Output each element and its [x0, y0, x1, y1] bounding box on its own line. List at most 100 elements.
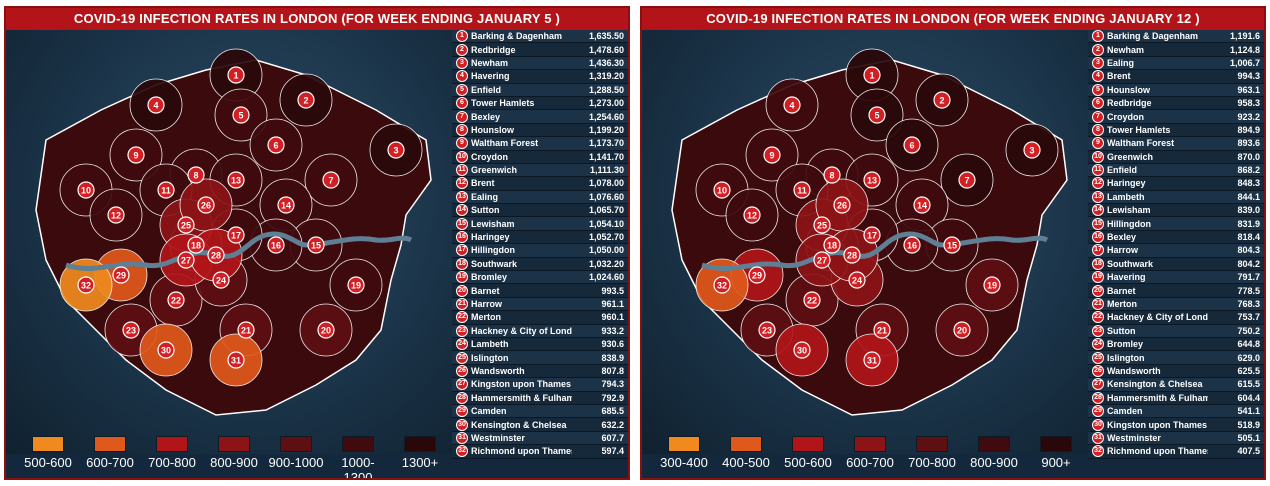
rank-number-badge: 23 [1092, 324, 1104, 337]
borough-marker-number: 25 [817, 221, 827, 231]
borough-marker-circle [903, 136, 921, 154]
legend-label: 600-700 [846, 455, 894, 470]
borough-marker-number: 13 [231, 176, 241, 186]
ranking-row: 17 Harrow 804.3 [1088, 244, 1264, 258]
borough-marker: 22 [167, 291, 185, 309]
infection-rate: 870.0 [1237, 151, 1260, 162]
ranking-row: 4 Brent 994.3 [1088, 70, 1264, 84]
borough-marker-number: 14 [917, 201, 927, 211]
ranking-row: 31 Westminster 505.1 [1088, 431, 1264, 446]
borough-marker-circle [933, 91, 951, 109]
rank-number-badge: 2 [456, 43, 468, 56]
ranking-row: 13 Lambeth 844.1 [1088, 190, 1264, 205]
infection-rate: 930.6 [601, 339, 624, 350]
infection-rate: 839.0 [1237, 205, 1260, 216]
borough-name: Camden [471, 406, 507, 417]
rank-number-badge: 29 [456, 405, 468, 418]
borough-marker: 13 [863, 171, 881, 189]
borough-name: Camden [1107, 406, 1143, 417]
infection-rate: 1,635.50 [588, 31, 624, 42]
infection-rate: 923.2 [1237, 111, 1260, 122]
rank-number-badge: 15 [1092, 217, 1104, 230]
borough-marker-number: 17 [867, 231, 877, 241]
ranking-row: 5 Enfield 1,288.50 [452, 83, 628, 97]
rank-number-badge: 24 [456, 338, 468, 351]
infection-rate: 541.1 [1237, 406, 1260, 417]
borough-marker-circle [823, 236, 841, 254]
borough-marker: 3 [387, 141, 405, 159]
borough-marker-number: 24 [852, 276, 862, 286]
borough-name: Harrow [1107, 245, 1139, 256]
borough-marker: 26 [833, 196, 851, 214]
borough-marker-circle [868, 106, 886, 124]
borough-marker-circle [913, 196, 931, 214]
borough-marker: 7 [322, 171, 340, 189]
legend-item: 800-900 [204, 436, 264, 470]
borough-marker-circle [713, 181, 731, 199]
borough-marker-number: 16 [271, 241, 281, 251]
borough-marker-number: 26 [201, 201, 211, 211]
borough-marker-circle [232, 106, 250, 124]
ranking-row: 14 Lewisham 839.0 [1088, 204, 1264, 218]
borough-name: Lewisham [1107, 205, 1151, 216]
infection-rate: 893.6 [1237, 138, 1260, 149]
legend-item: 300-400 [654, 436, 714, 470]
borough-name: Barking & Dagenham [1107, 31, 1199, 42]
borough-marker-number: 21 [877, 326, 887, 336]
rank-number-badge: 2 [1092, 43, 1104, 56]
borough-marker: 16 [267, 236, 285, 254]
ranking-row: 19 Havering 791.7 [1088, 271, 1264, 285]
borough-marker-number: 18 [191, 241, 201, 251]
borough-name: Southwark [471, 258, 518, 269]
borough-name: Islington [471, 352, 509, 363]
rank-number-badge: 15 [456, 217, 468, 230]
legend-label: 400-500 [722, 455, 770, 470]
legend-label: 500-600 [24, 455, 72, 470]
borough-name: Westminster [471, 432, 525, 443]
borough-marker-circle [848, 271, 866, 289]
borough-marker: 10 [77, 181, 95, 199]
borough-marker: 12 [743, 206, 761, 224]
borough-marker-number: 6 [909, 141, 914, 151]
ranking-row: 18 Southwark 804.2 [1088, 257, 1264, 272]
rank-number-badge: 12 [1092, 177, 1104, 190]
ranking-row: 6 Redbridge 958.3 [1088, 96, 1264, 111]
borough-name: Enfield [1107, 165, 1138, 176]
borough-marker: 12 [107, 206, 125, 224]
borough-marker-circle [187, 166, 205, 184]
borough-marker-circle [783, 96, 801, 114]
ranking-row: 11 Enfield 868.2 [1088, 163, 1264, 178]
legend-item: 1300+ [390, 436, 450, 470]
borough-marker: 29 [748, 266, 766, 284]
borough-name: Sutton [1107, 325, 1136, 336]
infection-rate: 607.7 [601, 432, 624, 443]
borough-name: Croydon [1107, 111, 1144, 122]
borough-name: Bromley [471, 272, 508, 283]
borough-name: Barking & Dagenham [471, 31, 563, 42]
infection-rate: 831.9 [1237, 218, 1260, 229]
legend-label: 300-400 [660, 455, 708, 470]
borough-name: Waltham Forest [471, 138, 539, 149]
ranking-row: 25 Islington 838.9 [452, 351, 628, 365]
ranking-row: 19 Bromley 1,024.60 [452, 271, 628, 285]
borough-name: Lambeth [1107, 191, 1145, 202]
borough-marker: 25 [177, 216, 195, 234]
borough-marker: 10 [713, 181, 731, 199]
borough-marker-number: 23 [126, 326, 136, 336]
borough-marker-number: 14 [281, 201, 291, 211]
borough-marker-circle [943, 236, 961, 254]
borough-marker: 23 [758, 321, 776, 339]
borough-marker: 4 [147, 96, 165, 114]
borough-marker-circle [177, 251, 195, 269]
borough-marker-number: 11 [797, 186, 807, 196]
borough-marker-number: 17 [231, 231, 241, 241]
borough-name: Bromley [1107, 339, 1144, 350]
rank-number-badge: 10 [456, 150, 468, 163]
rank-number-badge: 26 [456, 364, 468, 377]
rank-number-badge: 8 [456, 123, 468, 136]
borough-marker: 24 [848, 271, 866, 289]
infection-rate: 1,124.8 [1229, 44, 1260, 55]
borough-name: Newham [1107, 44, 1145, 55]
ranking-row: 3 Ealing 1,006.7 [1088, 56, 1264, 71]
legend-swatch [218, 436, 250, 452]
